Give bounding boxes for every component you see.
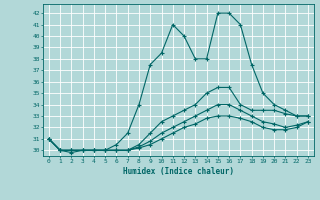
X-axis label: Humidex (Indice chaleur): Humidex (Indice chaleur) bbox=[123, 167, 234, 176]
